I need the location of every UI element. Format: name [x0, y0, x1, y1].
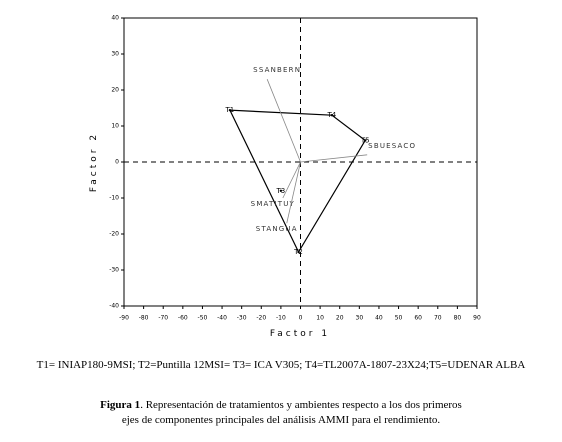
- caption-label: Figura 1: [100, 399, 140, 411]
- x-tick-label: 60: [414, 315, 422, 322]
- x-axis-label: Factor 1: [270, 329, 330, 339]
- x-tick-label: -80: [139, 315, 149, 322]
- x-tick-label: 50: [395, 315, 403, 322]
- treatment-point: [297, 250, 300, 254]
- treatment-label: T1: [225, 106, 235, 114]
- legend-note: T1= INIAP180-9MSI; T2=Puntilla 12MSI= T3…: [37, 359, 526, 371]
- environment-label: SSANBERN: [253, 66, 301, 74]
- x-tick-label: 70: [434, 315, 442, 322]
- caption-text: ejes de componentes principales del anál…: [122, 414, 441, 426]
- x-tick-label: -90: [119, 315, 129, 322]
- y-tick-label: 0: [115, 159, 119, 166]
- environment-label: STANGUA: [256, 225, 298, 233]
- environment-vector: [282, 161, 301, 199]
- treatment-point: [330, 114, 334, 117]
- environment-vector: [286, 161, 301, 224]
- environment-label: SMATITUY: [251, 200, 295, 208]
- x-tick-label: 30: [356, 315, 364, 322]
- x-tick-label: -70: [158, 315, 168, 322]
- caption-text: . Representación de tratamientos y ambie…: [140, 399, 462, 411]
- x-tick-label: -20: [256, 315, 266, 322]
- caption: Figura 1. Representación de tratamientos…: [100, 399, 462, 411]
- x-tick-label: -50: [198, 315, 208, 322]
- treatment-point: [279, 189, 283, 192]
- x-tick-label: 80: [454, 315, 462, 322]
- treatment-label: T4: [327, 111, 337, 119]
- y-tick-label: -40: [109, 303, 119, 310]
- treatment-point: [364, 139, 367, 142]
- x-tick-label: 10: [316, 315, 324, 322]
- x-tick-label: 20: [336, 315, 344, 322]
- y-tick-label: 20: [111, 87, 119, 94]
- treatment-label: T5: [360, 136, 370, 144]
- x-tick-label: -60: [178, 315, 188, 322]
- y-axis-label: Factor 2: [89, 132, 99, 192]
- treatment-label: T3: [276, 187, 286, 195]
- y-tick-label: 40: [111, 15, 119, 22]
- y-tick-label: -30: [109, 267, 119, 274]
- y-tick-label: 30: [111, 51, 119, 58]
- x-tick-label: 0: [299, 315, 303, 322]
- treatment-point: [228, 108, 232, 112]
- environment-label: SBUESACO: [368, 142, 416, 150]
- y-tick-label: -10: [109, 195, 119, 202]
- environment-vector: [266, 79, 301, 163]
- y-tick-label: 10: [111, 123, 119, 130]
- treatment-label: T2: [293, 248, 303, 256]
- x-tick-label: -30: [237, 315, 247, 322]
- x-tick-label: -10: [276, 315, 286, 322]
- y-tick-label: -20: [109, 231, 119, 238]
- x-tick-label: -40: [217, 315, 227, 322]
- environment-vector: [300, 154, 368, 163]
- x-tick-label: 40: [375, 315, 383, 322]
- x-tick-label: 90: [473, 315, 481, 322]
